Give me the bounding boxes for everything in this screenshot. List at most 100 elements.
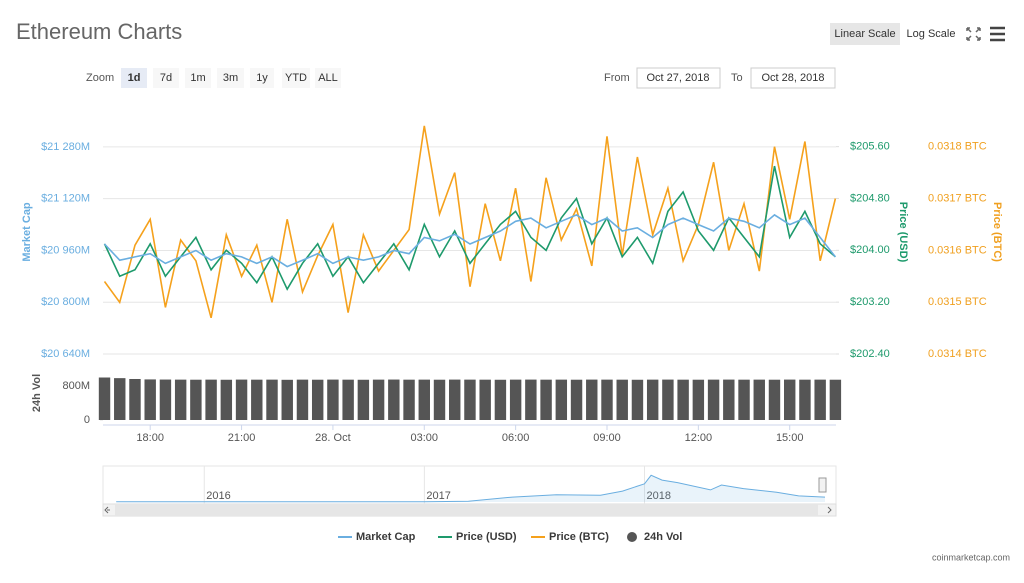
y3-tick-label: 0.0314 BTC (928, 348, 987, 360)
zoom-button-bg[interactable] (250, 68, 274, 88)
y2-tick-label: $204.00 (850, 244, 890, 256)
volume-bar (296, 379, 309, 420)
nav-tick-label: 2018 (646, 490, 670, 502)
volume-bar (799, 379, 811, 420)
legend-label[interactable]: Price (USD) (456, 531, 517, 543)
navigator-scrollbar-track (115, 504, 818, 516)
menu-icon[interactable] (990, 26, 1005, 42)
volume-bar (98, 377, 111, 420)
volume-bar (601, 379, 613, 420)
volume-bar (692, 379, 705, 420)
volume-bar (144, 379, 156, 420)
volume-bar (570, 379, 583, 420)
zoom-button-bg[interactable] (282, 68, 310, 88)
y-tick-label: $20 640M (41, 348, 90, 360)
vol-tick-label: 800M (62, 380, 90, 392)
volume-bar (357, 379, 370, 420)
volume-bar (281, 379, 293, 420)
navigator-frame (102, 465, 837, 505)
volume-bar (494, 379, 507, 420)
zoom-button-bg[interactable] (315, 68, 341, 88)
to-input[interactable] (750, 67, 836, 89)
y2-axis-title: Price (USD) (897, 202, 909, 263)
volume-bar (464, 379, 476, 420)
volume-bar (159, 379, 172, 420)
volume-bar (433, 379, 446, 420)
legend-label[interactable]: Price (BTC) (549, 531, 609, 543)
x-tick-label: 03:00 (411, 432, 439, 444)
from-label: From (604, 72, 630, 84)
volume-bar (525, 379, 537, 420)
zoom-button: 3m (223, 72, 238, 84)
y2-tick-label: $202.40 (850, 348, 890, 360)
volume-bar (509, 379, 522, 420)
x-tick-label: 21:00 (228, 432, 256, 444)
x-tick-label: 15:00 (776, 432, 804, 444)
from-input[interactable] (636, 67, 721, 89)
volume-bar (753, 379, 765, 420)
volume-bar (449, 379, 461, 420)
from-date: Oct 27, 2018 (647, 72, 710, 84)
navigator-handle[interactable] (818, 477, 827, 493)
page-title: Ethereum Charts (16, 19, 182, 44)
volume-bar (829, 379, 842, 420)
volume-bar (814, 379, 826, 420)
volume-bar (646, 379, 659, 420)
zoom-button-bg[interactable] (217, 68, 244, 88)
credit: coinmarketcap.com (932, 552, 1010, 562)
y-tick-label: $21 280M (41, 141, 90, 153)
y3-tick-label: 0.0318 BTC (928, 141, 987, 153)
x-tick-label: 09:00 (593, 432, 621, 444)
zoom-button: 1y (256, 72, 268, 84)
volume-bar (114, 378, 126, 420)
nav-tick-label: 2016 (206, 490, 230, 502)
scale-button[interactable]: Log Scale (907, 28, 956, 40)
volume-bar (251, 379, 263, 420)
y2-tick-label: $204.80 (850, 192, 890, 204)
volume-bar (327, 379, 339, 420)
series-line (103, 165, 836, 291)
volume-bar (723, 379, 735, 420)
volume-bar (616, 379, 628, 420)
volume-bar (190, 379, 202, 420)
volume-bar (205, 379, 217, 420)
scroll-right[interactable] (827, 506, 832, 514)
zoom-button-bg[interactable] (185, 68, 211, 88)
y3-axis-title: Price (BTC) (991, 202, 1003, 262)
zoom-label: Zoom (86, 72, 114, 84)
volume-bar (540, 379, 552, 420)
y3-tick-label: 0.0315 BTC (928, 296, 987, 308)
volume-bar (403, 379, 415, 420)
fullscreen-icon[interactable] (966, 27, 981, 41)
volume-bar (266, 379, 278, 420)
legend-swatch (627, 532, 637, 542)
zoom-button-bg[interactable] (121, 68, 147, 88)
scroll-left[interactable] (104, 506, 110, 514)
legend-label[interactable]: 24h Vol (644, 531, 682, 543)
volume-bar (372, 379, 385, 420)
y-tick-label: $20 960M (41, 244, 90, 256)
zoom-button: YTD (285, 72, 307, 84)
volume-bar (220, 379, 233, 420)
x-tick-label: 18:00 (136, 432, 164, 444)
y3-tick-label: 0.0317 BTC (928, 192, 987, 204)
zoom-button: ALL (318, 72, 338, 84)
volume-bar (768, 379, 781, 420)
volume-bar (311, 379, 324, 420)
volume-bar (707, 379, 720, 420)
nav-area (116, 475, 825, 502)
volume-bar (631, 379, 644, 420)
scale-button[interactable]: Linear Scale (834, 28, 895, 40)
volume-bar (174, 379, 187, 420)
volume-bar (342, 379, 354, 420)
series-line (103, 125, 837, 319)
zoom-button-bg[interactable] (153, 68, 179, 88)
volume-bar (129, 378, 141, 420)
y-tick-label: $20 800M (41, 296, 90, 308)
nav-tick-label: 2017 (426, 490, 450, 502)
vol-tick-label: 0 (84, 414, 90, 426)
y3-tick-label: 0.0316 BTC (928, 244, 987, 256)
legend-label[interactable]: Market Cap (356, 531, 416, 543)
volume-bar (418, 379, 430, 420)
